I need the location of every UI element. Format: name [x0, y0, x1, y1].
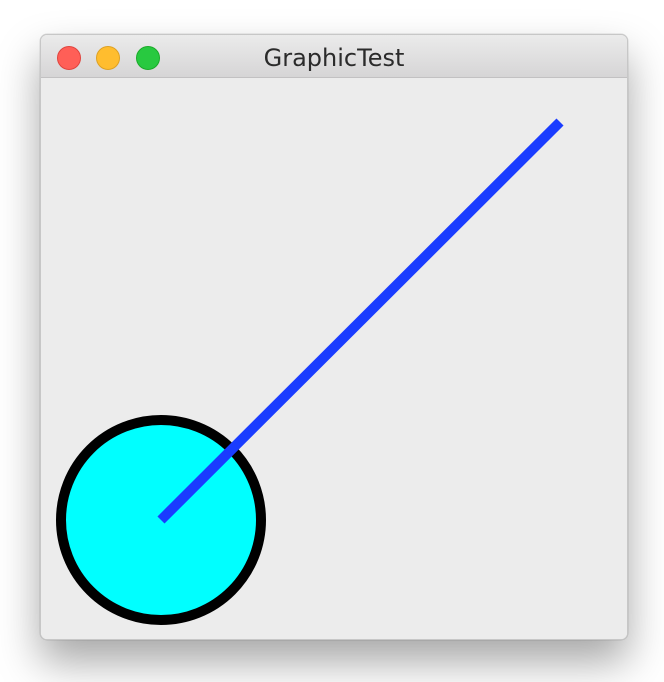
app-window: GraphicTest: [40, 34, 628, 640]
window-title: GraphicTest: [263, 44, 405, 72]
close-button[interactable]: [57, 46, 81, 70]
minimize-button[interactable]: [96, 46, 120, 70]
drawing-canvas: [41, 78, 627, 639]
content-area: [41, 78, 627, 639]
zoom-button[interactable]: [136, 46, 160, 70]
blue-line: [157, 118, 564, 524]
title-bar[interactable]: GraphicTest: [41, 35, 627, 78]
